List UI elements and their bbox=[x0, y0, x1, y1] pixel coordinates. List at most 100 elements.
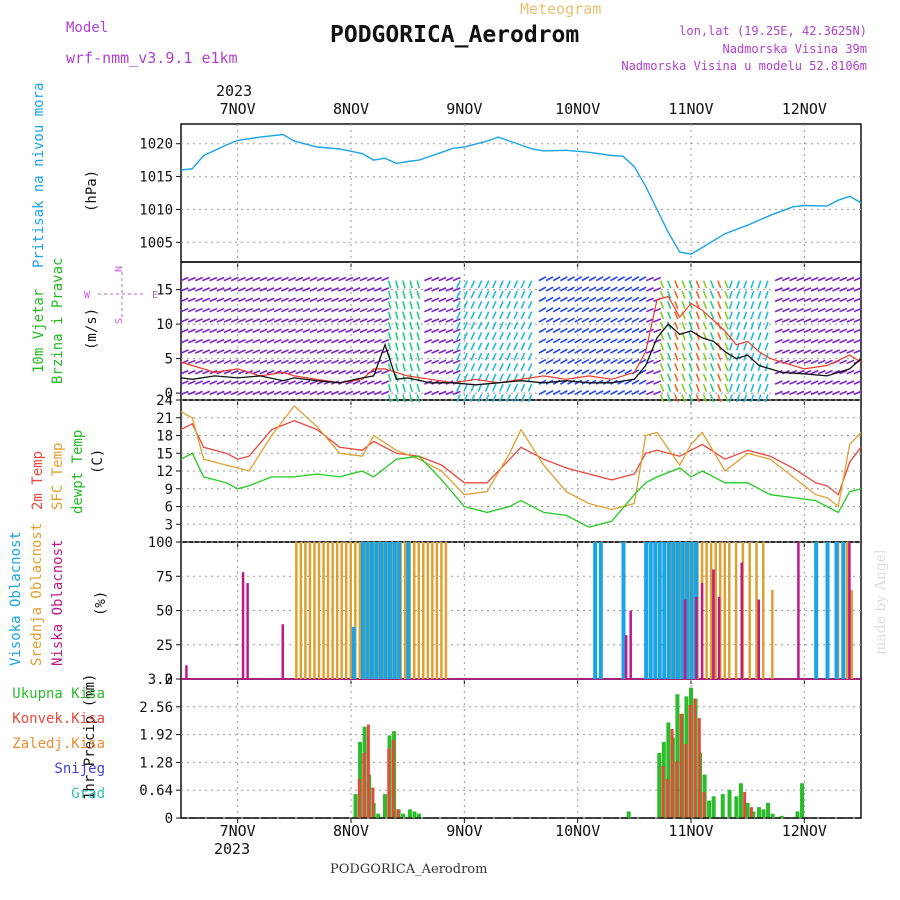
wind-arrow bbox=[259, 380, 268, 385]
wind-arrow bbox=[617, 358, 626, 365]
wind-arrow bbox=[617, 307, 626, 313]
wind-arrow bbox=[796, 380, 805, 385]
wind-arrow bbox=[416, 394, 421, 403]
wind-arrow bbox=[373, 390, 382, 396]
wind-arrow bbox=[506, 342, 511, 351]
wind-arrow bbox=[774, 287, 783, 292]
wind-arrow bbox=[409, 290, 413, 299]
wind-arrow bbox=[538, 317, 547, 323]
cloud-bar bbox=[734, 542, 738, 679]
wind-arrow bbox=[846, 307, 855, 313]
wind-arrow bbox=[359, 338, 368, 344]
wind-arrow bbox=[373, 318, 382, 323]
wind-arrow bbox=[237, 338, 246, 344]
wind-arrow bbox=[717, 290, 722, 299]
wind-arrow bbox=[259, 297, 268, 303]
wind-arrow bbox=[803, 359, 812, 365]
wind-arrow bbox=[717, 383, 722, 392]
wind-arrow bbox=[527, 383, 533, 392]
wind-arrow bbox=[527, 311, 533, 320]
wind-arrow bbox=[764, 290, 769, 299]
wind-arrow bbox=[394, 290, 399, 299]
wind-arrow bbox=[237, 390, 246, 396]
wind-arrow bbox=[774, 390, 783, 396]
wind-arrow bbox=[216, 328, 225, 334]
wind-arrow bbox=[252, 349, 261, 354]
wind-arrow bbox=[431, 369, 440, 375]
wind-arrow bbox=[280, 297, 289, 303]
wind-arrow bbox=[781, 390, 790, 396]
wind-arrow bbox=[581, 327, 590, 334]
wind-arrow bbox=[187, 318, 196, 323]
wind-arrow bbox=[323, 297, 332, 303]
wind-arrow bbox=[463, 373, 469, 382]
wind-arrow bbox=[538, 307, 547, 313]
wind-arrow bbox=[470, 321, 476, 330]
x-tick-label-bottom: 10NOV bbox=[555, 822, 600, 840]
wind-speed-line bbox=[180, 323, 862, 386]
station-title: PODGORICA_Aerodrom bbox=[330, 22, 580, 48]
wind-arrow bbox=[624, 317, 633, 323]
wind-arrow bbox=[452, 338, 461, 344]
wind-arrow bbox=[373, 328, 382, 334]
wind-arrow bbox=[216, 297, 225, 303]
wind-arrow bbox=[295, 307, 304, 313]
wind-arrow bbox=[506, 311, 511, 320]
wind-arrow bbox=[538, 389, 547, 396]
wind-arrow bbox=[810, 390, 819, 396]
cloud-bar bbox=[629, 610, 632, 679]
wind-arrow bbox=[631, 317, 640, 323]
wind-arrow bbox=[209, 338, 218, 344]
wind-arrow bbox=[735, 301, 741, 310]
wind-arrow bbox=[202, 318, 211, 323]
wind-arrow bbox=[581, 307, 590, 313]
wind-arrow bbox=[724, 290, 729, 299]
wind-arrow bbox=[280, 380, 289, 385]
wind-arrow bbox=[438, 369, 447, 375]
wind-arrow bbox=[338, 328, 347, 334]
cloud-bar bbox=[331, 542, 334, 679]
wind-arrow bbox=[602, 296, 611, 303]
cloud-bar bbox=[354, 542, 357, 679]
y-tick-label: 1020 bbox=[139, 137, 173, 153]
wind-arrow bbox=[659, 352, 665, 361]
wind-arrow bbox=[202, 307, 211, 313]
wind-arrow bbox=[764, 373, 769, 382]
precip-bar bbox=[396, 809, 400, 818]
cloud-bar bbox=[365, 542, 370, 679]
x-tick-label-top: 7NOV bbox=[220, 100, 256, 118]
wind-arrow bbox=[810, 318, 819, 323]
wind-arrow bbox=[617, 327, 626, 334]
wind-arrow bbox=[438, 276, 447, 282]
legend-snow: Snijeg bbox=[54, 761, 105, 777]
wind-arrow bbox=[631, 276, 640, 282]
wind-arrow bbox=[280, 318, 289, 323]
wind-arrow bbox=[817, 287, 826, 292]
wind-arrow bbox=[789, 318, 798, 323]
wind-arrow bbox=[681, 321, 686, 330]
wind-arrow bbox=[463, 280, 469, 289]
wind-arrow bbox=[352, 369, 361, 375]
wind-arrow bbox=[750, 290, 755, 299]
wind-arrow bbox=[803, 390, 812, 396]
wind-arrow bbox=[223, 297, 232, 303]
wind-arrow bbox=[216, 276, 225, 282]
wind-arrow bbox=[273, 390, 282, 396]
wind-arrow bbox=[743, 301, 748, 310]
y-tick-label: 25 bbox=[156, 638, 173, 654]
cloud-bar bbox=[412, 542, 416, 679]
wind-arrow bbox=[373, 297, 382, 303]
wind-arrow bbox=[491, 383, 497, 392]
cloud-bar bbox=[397, 542, 402, 679]
cloud-bar bbox=[317, 542, 321, 679]
cloud-bar bbox=[714, 542, 717, 679]
wind-arrow bbox=[617, 296, 626, 303]
wind-arrow bbox=[316, 349, 325, 354]
wind-arrow bbox=[588, 389, 597, 396]
precip-bar bbox=[675, 761, 679, 818]
wind-arrow bbox=[839, 297, 848, 303]
wind-arrow bbox=[666, 373, 672, 382]
wind-arrow bbox=[373, 369, 382, 375]
wind-arrow bbox=[416, 352, 421, 362]
wind-arrow bbox=[846, 318, 855, 323]
